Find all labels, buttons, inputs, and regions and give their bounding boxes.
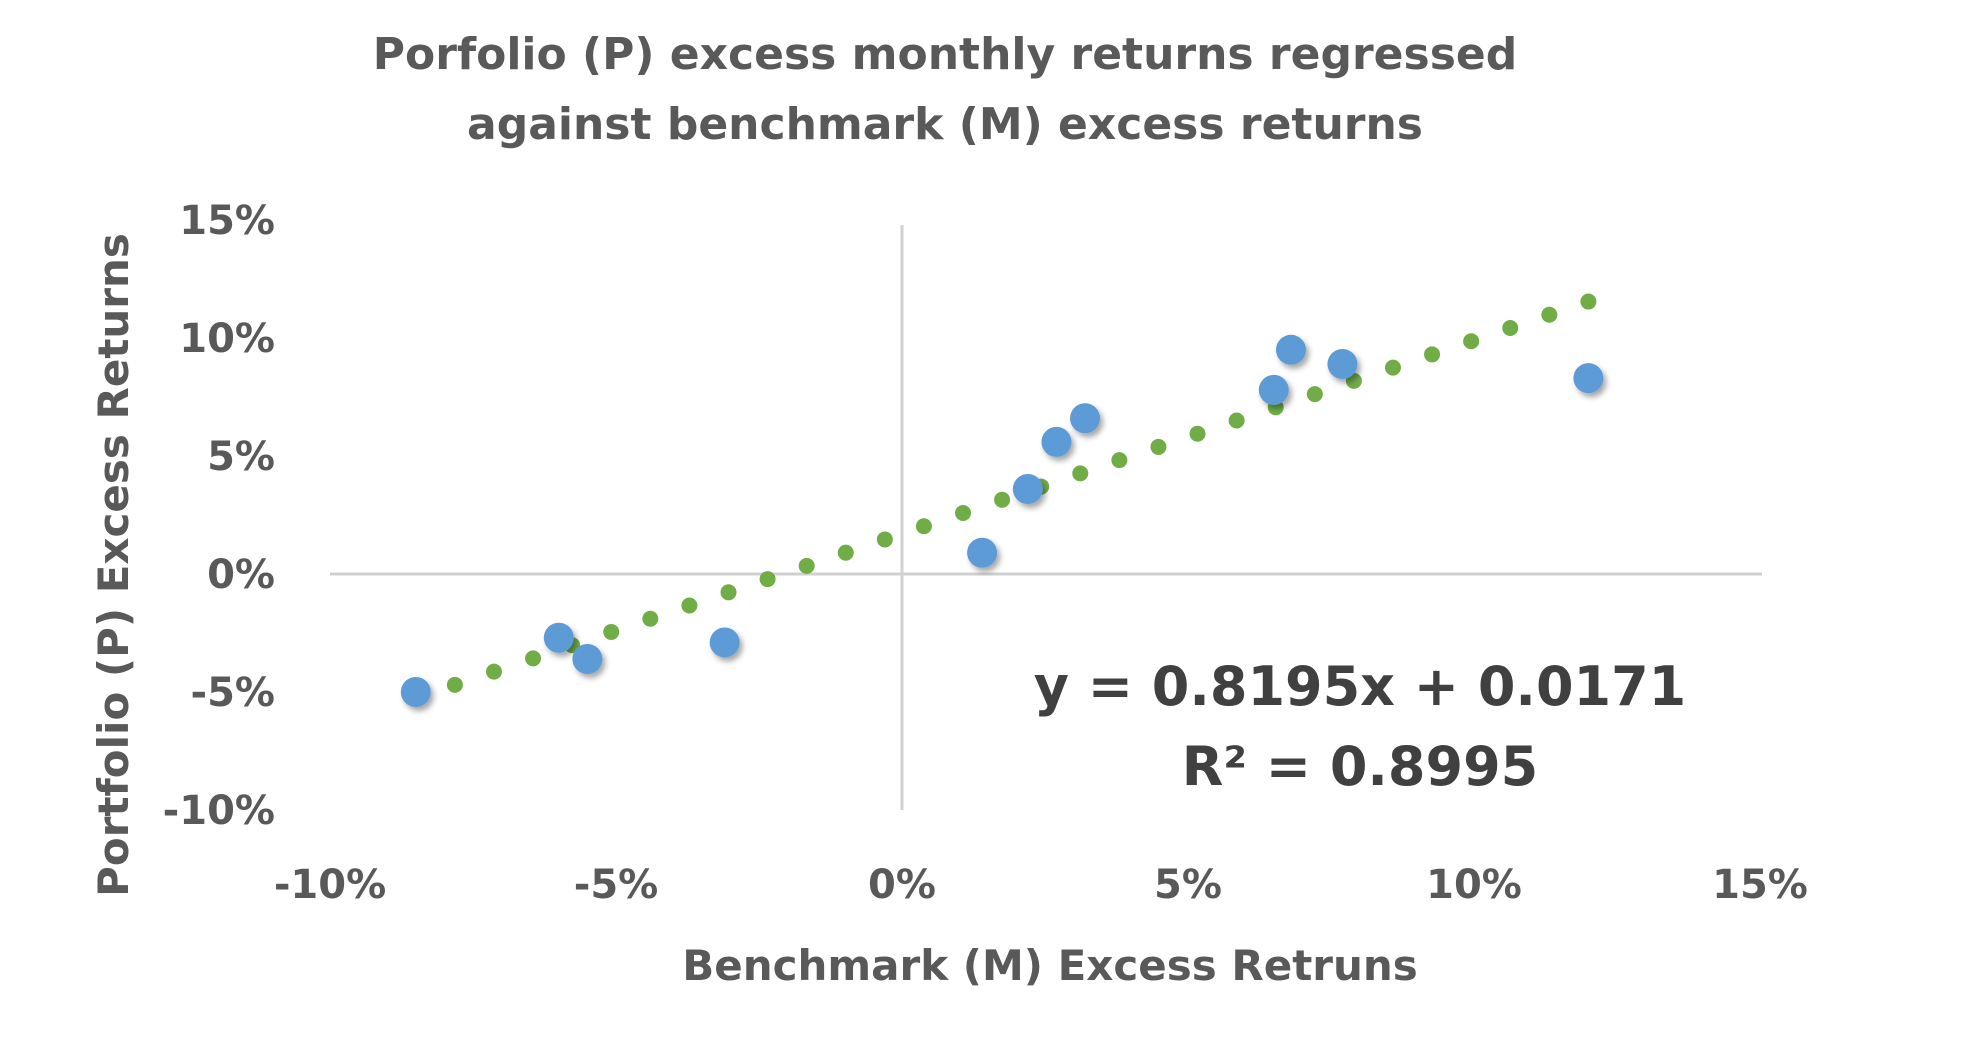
chart-title-line-1: Porfolio (P) excess monthly returns regr… (373, 29, 1517, 80)
trendline-dot (1306, 386, 1323, 403)
trendline-dot (955, 505, 972, 522)
y-axis-title: Portfolio (P) Excess Returns (89, 233, 138, 897)
data-points (400, 334, 1604, 707)
trendline-dot (1111, 452, 1128, 469)
trendline-dot (759, 571, 776, 588)
data-point (1573, 363, 1604, 394)
x-tick-label: 0% (868, 862, 936, 908)
trendline-dot (525, 650, 542, 667)
data-point (709, 627, 740, 658)
trendline-dot (1541, 306, 1558, 323)
trendline-dot (1580, 293, 1597, 310)
x-axis-title: Benchmark (M) Excess Retruns (682, 941, 1418, 990)
data-point (543, 622, 574, 653)
trendline-dot (994, 491, 1011, 508)
trendline-dot (1072, 465, 1089, 482)
trendline-dot (1502, 319, 1519, 336)
trendline-dot (603, 623, 620, 640)
y-axis-ticks: -10% -5% 0% 5% 10% 15% (163, 198, 275, 834)
y-tick-label: 0% (207, 552, 275, 598)
x-tick-label: -10% (274, 862, 386, 908)
trendline-dot (1228, 412, 1245, 429)
trendline (407, 293, 1597, 707)
data-point (572, 643, 603, 674)
data-point (1275, 334, 1306, 365)
r-squared-label: R² = 0.8995 (1182, 735, 1538, 798)
y-tick-label: 10% (179, 316, 275, 362)
trendline-dot (837, 544, 854, 561)
x-tick-label: 10% (1426, 862, 1522, 908)
data-point (400, 677, 431, 707)
data-point (1070, 403, 1101, 434)
data-point (967, 537, 998, 568)
y-tick-label: 15% (179, 198, 275, 244)
trendline-dot (798, 557, 815, 574)
x-tick-label: 5% (1154, 862, 1222, 908)
y-tick-label: -10% (163, 788, 275, 834)
x-axis-ticks: -10% -5% 0% 5% 10% 15% (274, 862, 1808, 908)
trendline-dot (485, 663, 502, 680)
trendline-dot (1384, 359, 1401, 376)
data-point (1041, 426, 1072, 457)
data-point (1012, 474, 1043, 505)
trendline-dot (720, 584, 737, 601)
trendline-dot (1150, 438, 1167, 455)
trendline-dot (915, 518, 932, 535)
data-point (1327, 348, 1358, 379)
axes (330, 225, 1762, 810)
data-point (1258, 374, 1289, 405)
y-tick-label: -5% (190, 670, 275, 716)
x-tick-label: 15% (1712, 862, 1808, 908)
trendline-dot (681, 597, 698, 614)
chart-title-line-2: against benchmark (M) excess returns (467, 99, 1423, 150)
regression-equation: y = 0.8195x + 0.0171 (1034, 655, 1686, 718)
trendline-dot (1189, 425, 1206, 442)
trendline-dot (876, 531, 893, 548)
trendline-dot (1463, 333, 1480, 350)
trendline-dot (446, 676, 463, 693)
trendline-dot (1424, 346, 1441, 363)
trendline-dot (642, 610, 659, 627)
y-tick-label: 5% (207, 434, 275, 480)
x-tick-label: -5% (574, 862, 659, 908)
